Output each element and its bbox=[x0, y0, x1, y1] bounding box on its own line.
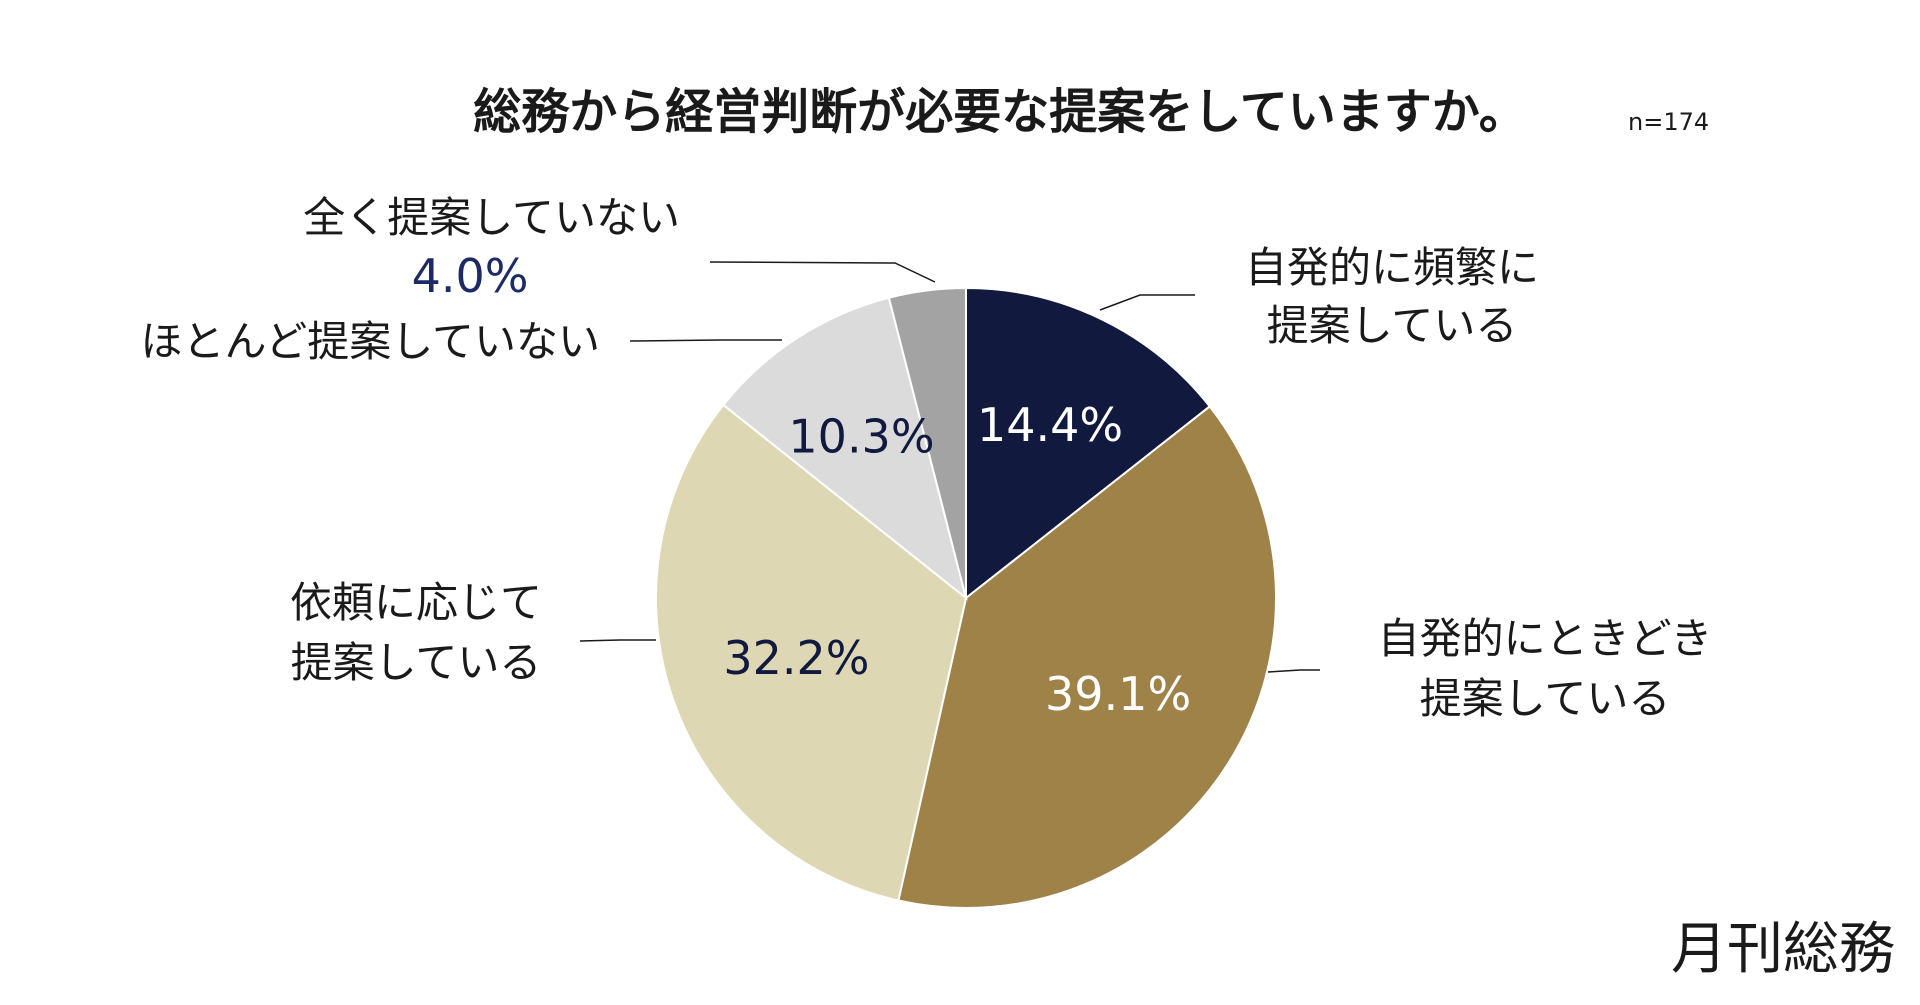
slice-category-label: 自発的にときどき bbox=[1378, 614, 1713, 663]
slice-category-label: 自発的に頻繁に bbox=[1245, 243, 1539, 292]
pie-slices bbox=[655, 286, 1277, 909]
slice-value-label: 14.4% bbox=[977, 398, 1123, 452]
pie-slice bbox=[655, 403, 968, 902]
slice-value-label: 4.0% bbox=[412, 249, 529, 303]
slice-value-label: 39.1% bbox=[1045, 667, 1191, 721]
leader-line bbox=[1099, 294, 1195, 311]
leader-line bbox=[709, 261, 936, 283]
chart-title: 総務から経営判断が必要な提案をしていますか。 bbox=[473, 84, 1527, 140]
pie-slice bbox=[965, 286, 1212, 601]
category-labels: 自発的に頻繁に提案している自発的にときどき提案している依頼に応じて提案しているほ… bbox=[141, 193, 1713, 723]
value-labels: 14.4% 39.1% 32.2% 10.3% 4.0% bbox=[412, 249, 1192, 721]
slice-category-label: 全く提案していない bbox=[303, 193, 680, 242]
leader-lines bbox=[579, 261, 1320, 673]
slice-value-label: 32.2% bbox=[723, 631, 869, 685]
leader-line bbox=[579, 639, 656, 642]
leader-line bbox=[629, 339, 782, 342]
pie-slice bbox=[887, 286, 967, 599]
slice-category-label: 提案している bbox=[291, 638, 542, 687]
brand-logo-text: 月刊総務 bbox=[1671, 917, 1895, 982]
leader-line bbox=[1267, 669, 1320, 673]
slice-value-label: 10.3% bbox=[788, 410, 934, 464]
pie-slice bbox=[897, 405, 1277, 909]
sample-size-label: n=174 bbox=[1628, 108, 1709, 136]
slice-category-label: 提案している bbox=[1267, 301, 1518, 350]
slice-category-label: ほとんど提案していない bbox=[141, 317, 600, 366]
slice-category-label: 依頼に応じて bbox=[290, 578, 542, 627]
pie-slice bbox=[722, 296, 968, 601]
slice-category-label: 提案している bbox=[1420, 674, 1671, 723]
